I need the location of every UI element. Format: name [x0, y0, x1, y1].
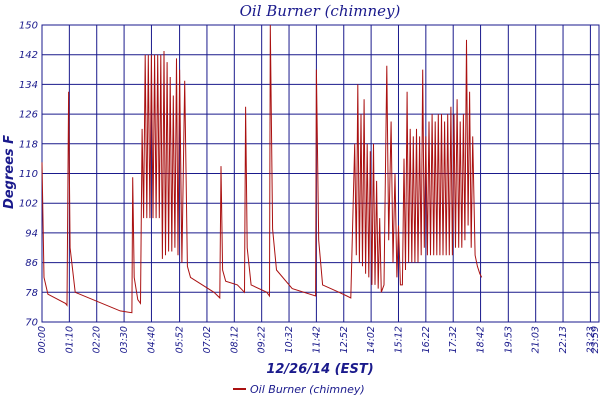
- x-tick-label: 05:52: [175, 326, 186, 353]
- x-tick-label: 03:30: [119, 326, 130, 353]
- x-tick-label: 11:42: [311, 326, 322, 353]
- x-tick-label: 04:40: [146, 326, 157, 353]
- x-tick-label: 01:10: [64, 326, 75, 353]
- y-tick-label: 126: [19, 110, 38, 121]
- y-tick-label: 142: [19, 50, 38, 61]
- y-tick-label: 118: [19, 139, 38, 150]
- series-line: [41, 24, 483, 314]
- x-tick-label: 16:22: [421, 326, 432, 353]
- x-tick-label: 21:03: [531, 326, 542, 353]
- x-tick-label: 08:12: [229, 326, 240, 353]
- x-axis-label: 12/26/14 (EST): [266, 362, 373, 377]
- x-tick-label: 22:13: [558, 326, 569, 353]
- x-tick-labels: 00:00 01:10 02:20 03:30 04:40 05:52 07:02 08:12…: [37, 326, 600, 353]
- y-tick-label: 78: [25, 288, 38, 299]
- x-tick-label: 18:42: [476, 326, 487, 353]
- y-tick-label: 110: [19, 169, 38, 180]
- x-tick-label: 14:02: [366, 326, 377, 353]
- y-tick-label: 70: [25, 318, 38, 329]
- x-tick-label: 02:20: [92, 326, 103, 353]
- y-tick-label: 134: [19, 80, 38, 91]
- legend-label: Oil Burner (chimney): [250, 383, 365, 396]
- x-tick-label: 23:59: [590, 326, 600, 353]
- x-tick-label: 07:02: [202, 326, 213, 353]
- y-tick-labels: 70 78 86 94 102 110 118 126 134 142 150: [19, 21, 38, 329]
- legend: Oil Burner (chimney): [233, 383, 365, 396]
- y-tick-label: 94: [25, 228, 38, 239]
- y-tick-label: 102: [19, 199, 38, 210]
- x-tick-label: 09:22: [257, 326, 268, 353]
- y-tick-label: 86: [25, 258, 38, 269]
- x-tick-label: 10:32: [284, 326, 295, 353]
- x-tick-label: 12:52: [339, 326, 350, 353]
- x-tick-label: 23:23: [585, 326, 596, 353]
- x-tick-label: 15:12: [393, 326, 404, 353]
- chart-title: Oil Burner (chimney): [240, 2, 401, 20]
- x-tick-label: 19:53: [503, 326, 514, 353]
- y-tick-label: 150: [19, 21, 38, 32]
- x-tick-label: 17:32: [448, 326, 459, 353]
- x-tick-label: 00:00: [37, 326, 48, 353]
- y-axis-label: Degrees F: [2, 135, 17, 209]
